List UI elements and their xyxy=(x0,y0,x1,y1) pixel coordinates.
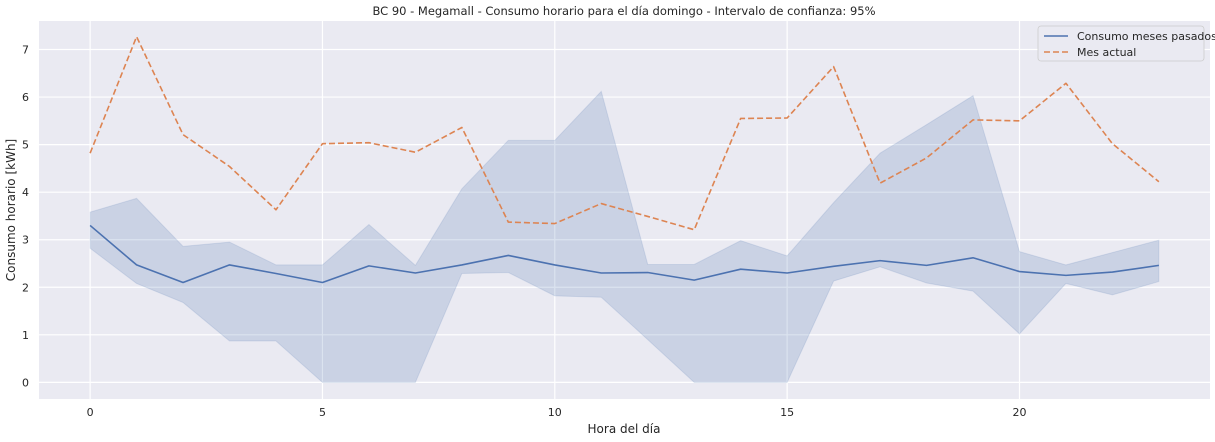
y-tick-label: 3 xyxy=(22,234,29,247)
legend: Consumo meses pasados Mes actual xyxy=(1037,25,1215,62)
series-lines xyxy=(89,35,1160,284)
x-tick-label: 5 xyxy=(319,406,326,419)
y-tick-label: 1 xyxy=(22,329,29,342)
legend-label: Consumo meses pasados xyxy=(1077,30,1215,43)
series-line-mes-actual xyxy=(89,35,1160,231)
y-tick-label: 5 xyxy=(22,139,29,152)
legend-label: Mes actual xyxy=(1077,46,1136,59)
legend-box xyxy=(1037,25,1205,62)
y-tick-label: 4 xyxy=(22,186,29,199)
series-line-consumo-meses-pasados xyxy=(89,224,1159,284)
chart-title: BC 90 - Megamall - Consumo horario para … xyxy=(372,4,875,18)
ci-band-area xyxy=(89,90,1160,383)
x-tick-label: 0 xyxy=(87,406,94,419)
plot-background xyxy=(39,21,1210,399)
y-tick-label: 0 xyxy=(22,376,29,389)
x-tick-label: 10 xyxy=(548,406,562,419)
x-axis-label: Hora del día xyxy=(588,422,661,436)
y-tick-label: 7 xyxy=(22,44,29,57)
grid-lines xyxy=(39,21,1210,399)
tick-labels: 0 5 10 15 20 0 1 2 3 4 5 6 7 xyxy=(22,44,1026,419)
y-axis-label: Consumo horario [kWh] xyxy=(4,139,18,281)
x-tick-label: 20 xyxy=(1012,406,1026,419)
confidence-interval-band xyxy=(89,90,1160,383)
x-tick-label: 15 xyxy=(780,406,794,419)
y-tick-label: 6 xyxy=(22,91,29,104)
y-tick-label: 2 xyxy=(22,281,29,294)
